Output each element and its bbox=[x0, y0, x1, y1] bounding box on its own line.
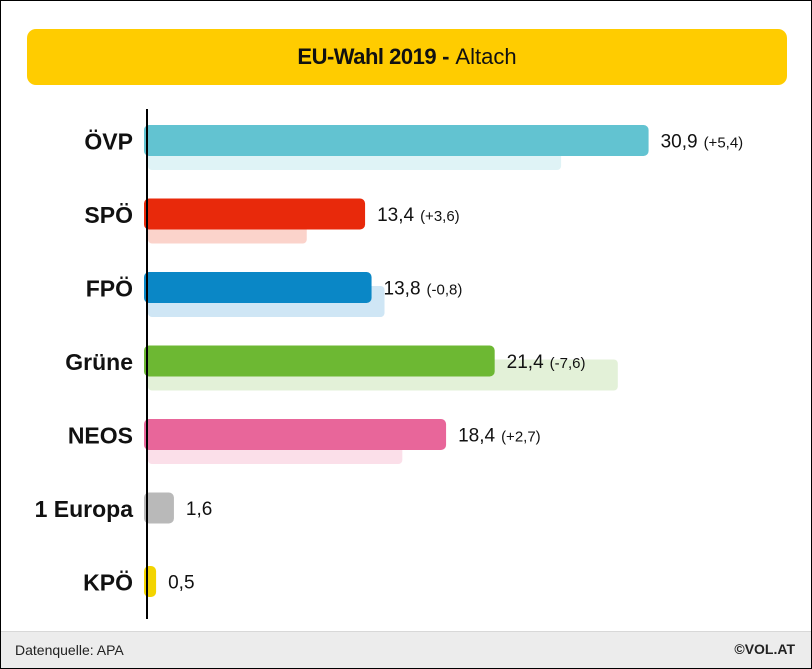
chart-title: EU-Wahl 2019 bbox=[297, 44, 437, 69]
value-label: 13,8 (-0,8) bbox=[384, 279, 463, 300]
title-separator: - bbox=[442, 44, 450, 69]
category-label: SPÖ bbox=[84, 202, 133, 228]
value-label: 18,4 (+2,7) bbox=[458, 426, 541, 447]
result-bar bbox=[144, 345, 495, 377]
result-bar bbox=[144, 272, 372, 303]
footer: Datenquelle: APA ©VOL.AT bbox=[1, 631, 811, 668]
result-bar bbox=[144, 492, 174, 524]
category-label: FPÖ bbox=[86, 276, 133, 302]
copyright: ©VOL.AT bbox=[734, 641, 795, 657]
value-label: 21,4 (-7,6) bbox=[507, 352, 586, 373]
value-label: 30,9 (+5,4) bbox=[661, 132, 744, 153]
category-label: Grüne bbox=[65, 349, 133, 375]
change-label: (+3,6) bbox=[420, 208, 460, 225]
change-label: (-7,6) bbox=[550, 355, 586, 372]
chart-subtitle: Altach bbox=[455, 44, 517, 69]
y-axis-line bbox=[146, 109, 148, 619]
category-label: NEOS bbox=[68, 423, 133, 449]
change-label: (+5,4) bbox=[704, 135, 744, 152]
value-label: 1,6 bbox=[186, 499, 212, 520]
value-label: 0,5 bbox=[168, 573, 194, 594]
result-bar bbox=[144, 419, 447, 450]
category-label: ÖVP bbox=[84, 129, 133, 155]
title-bar: EU-Wahl 2019 - Altach bbox=[27, 29, 787, 85]
change-label: (-0,8) bbox=[427, 282, 463, 299]
bar-chart: ÖVP 30,9 (+5,4) SPÖ 13,4 (+3,6) FPÖ 13,8 (-0,8) G… bbox=[35, 125, 744, 597]
data-source: Datenquelle: APA bbox=[15, 642, 124, 658]
category-label: KPÖ bbox=[83, 570, 133, 596]
result-bar bbox=[144, 198, 366, 230]
value-label: 13,4 (+3,6) bbox=[377, 205, 460, 226]
result-bar bbox=[144, 125, 649, 156]
change-label: (+2,7) bbox=[501, 429, 541, 446]
category-label: 1 Europa bbox=[35, 496, 134, 522]
